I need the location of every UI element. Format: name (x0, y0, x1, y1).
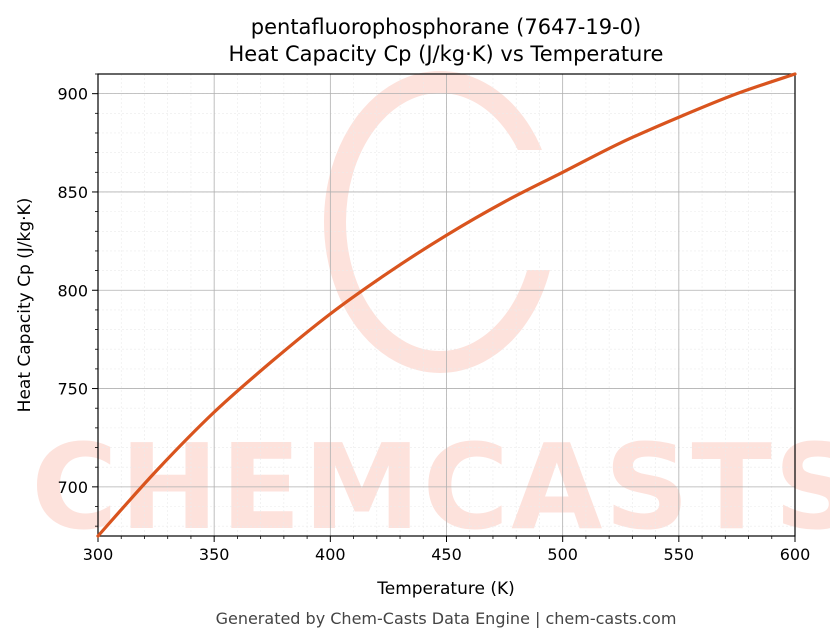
y-tick-label: 750 (57, 380, 88, 399)
chart-title: pentafluorophosphorane (7647-19-0) (251, 15, 641, 39)
footer-credit: Generated by Chem-Casts Data Engine | ch… (216, 609, 677, 628)
watermark-logo-gap (500, 150, 570, 270)
axis-ticks: 300 350 400 450 500 550 600 700 750 800 850 900 (57, 73, 811, 564)
chart-subtitle: Heat Capacity Cp (J/kg·K) vs Temperature (229, 42, 664, 66)
cp-series-line (96, 72, 797, 538)
x-tick-label: 550 (664, 545, 695, 564)
x-axis-label: Temperature (K) (376, 579, 515, 599)
x-tick-label: 300 (83, 545, 114, 564)
y-tick-label: 800 (57, 281, 88, 300)
y-tick-label: 700 (57, 478, 88, 497)
x-tick-label: 350 (199, 545, 230, 564)
x-tick-label: 400 (315, 545, 346, 564)
chemcasts-watermark: CHEMCASTS (31, 71, 830, 556)
y-tick-label: 900 (57, 85, 88, 104)
y-axis-label: Heat Capacity Cp (J/kg·K) (15, 198, 35, 413)
x-tick-label: 500 (547, 545, 578, 564)
grid (97, 73, 796, 536)
series-layer (96, 72, 797, 538)
x-tick-label: 450 (431, 545, 462, 564)
y-tick-label: 850 (57, 183, 88, 202)
x-tick-label: 600 (780, 545, 811, 564)
